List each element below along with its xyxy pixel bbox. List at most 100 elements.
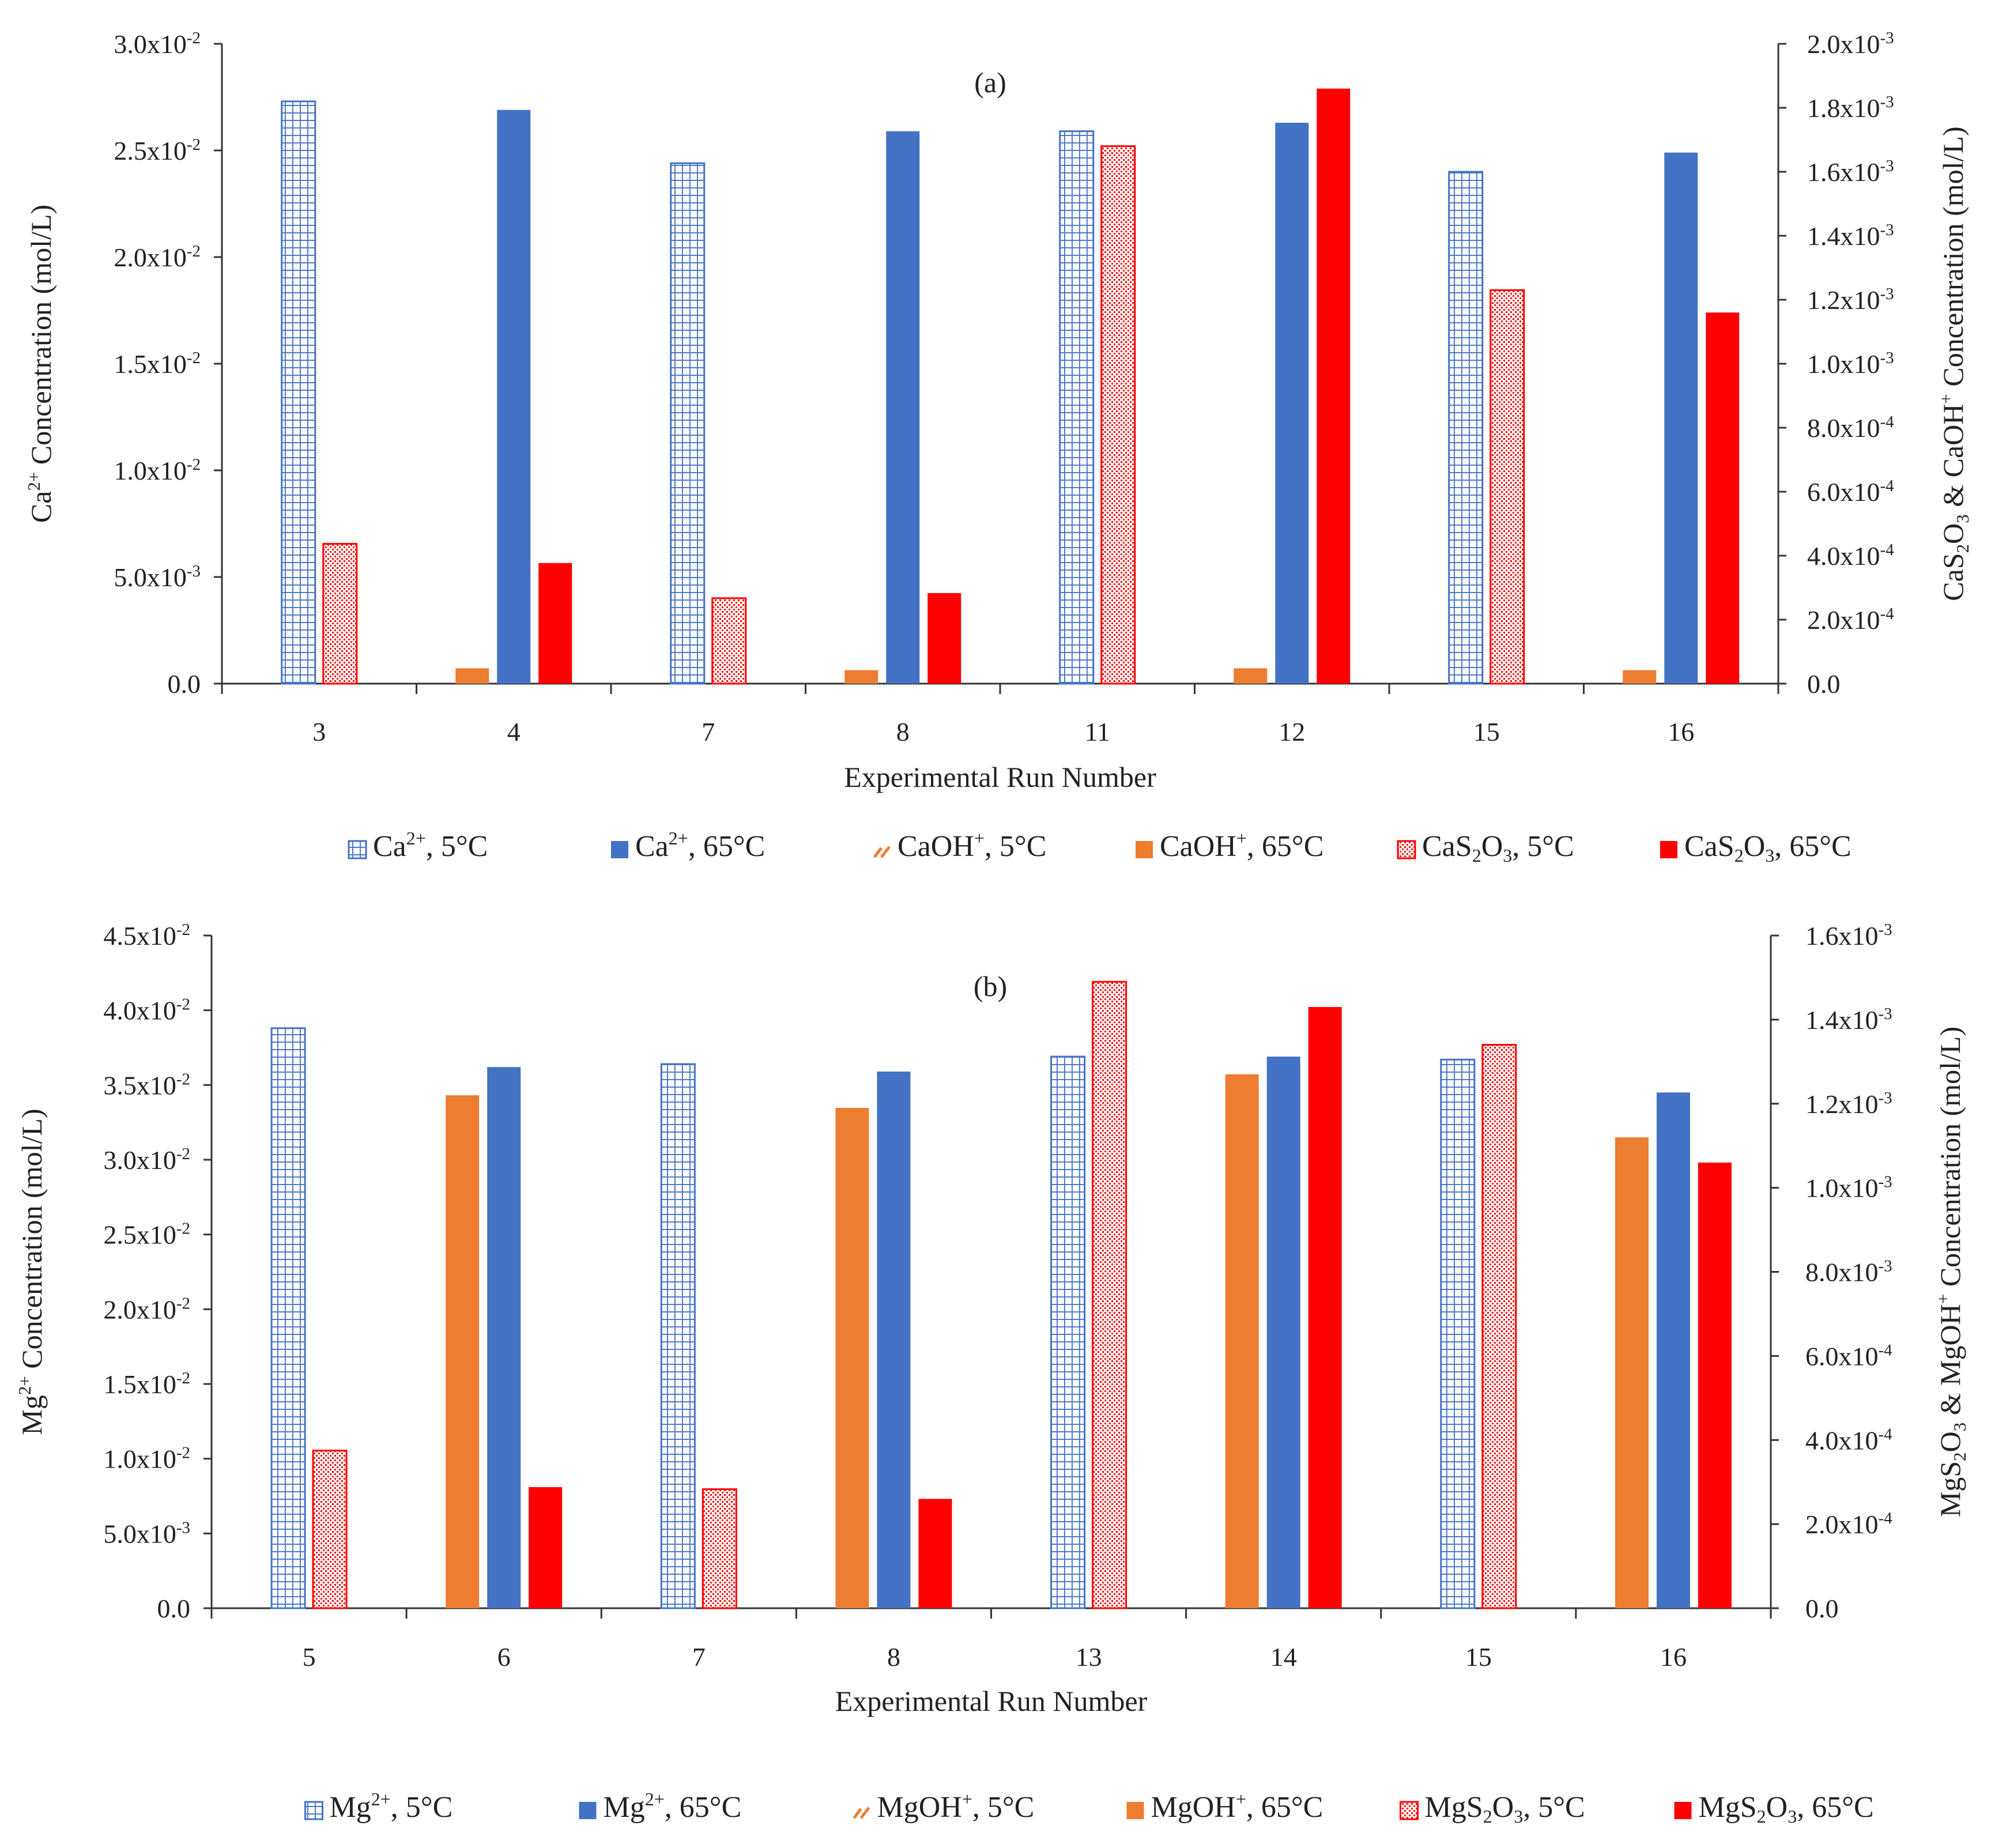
legend-swatch bbox=[1674, 1802, 1692, 1819]
right-tick-label: 8.0x10-4 bbox=[1807, 413, 1894, 443]
legend-swatch bbox=[611, 841, 628, 858]
legend-swatch-hatch bbox=[853, 1806, 870, 1819]
left-tick-label: 2.5x10-2 bbox=[114, 135, 201, 165]
x-tick-label: 3 bbox=[312, 717, 326, 746]
bar bbox=[538, 563, 572, 684]
bar bbox=[1490, 289, 1525, 685]
right-tick-label: 1.6x10-3 bbox=[1807, 157, 1894, 187]
left-tick-label: 1.5x10-2 bbox=[114, 349, 201, 379]
x-axis-title: Experimental Run Number bbox=[835, 1685, 1148, 1717]
legend-swatch bbox=[304, 1801, 323, 1820]
right-tick-label: 1.6x10-3 bbox=[1805, 921, 1892, 951]
bar bbox=[660, 1063, 696, 1609]
bar bbox=[1448, 171, 1484, 685]
legend-swatch bbox=[1136, 841, 1153, 858]
bar bbox=[1050, 1055, 1086, 1609]
x-tick-label: 6 bbox=[497, 1642, 511, 1672]
bar bbox=[844, 670, 878, 684]
bar bbox=[312, 1449, 348, 1609]
x-tick-label: 8 bbox=[896, 717, 910, 746]
x-tick-label: 13 bbox=[1076, 1642, 1102, 1672]
left-tick-label: 0.0 bbox=[157, 1594, 191, 1623]
left-tick-label: 0.0 bbox=[168, 669, 201, 699]
bar bbox=[281, 100, 316, 685]
chart-panel-a: 0.0 5.0x10-3 1.0x10-2 1.5x10-2 2.0x10-2 2.5x1… bbox=[24, 29, 1973, 866]
bar bbox=[1275, 122, 1309, 684]
panel-label: (a) bbox=[974, 66, 1006, 99]
x-tick-label: 8 bbox=[887, 1642, 900, 1672]
bar bbox=[1706, 312, 1740, 684]
legend: Ca2+, 5°C Ca2+, 65°C CaOH+, 5°C CaOH+, 65°C… bbox=[348, 828, 1852, 866]
bar bbox=[1656, 1092, 1690, 1608]
legend-label: CaS2O3, 65°C bbox=[1684, 830, 1852, 866]
bar bbox=[1234, 668, 1268, 684]
legend-label: MgS2O3, 5°C bbox=[1425, 1791, 1585, 1827]
bar bbox=[1225, 1074, 1259, 1608]
right-tick-label: 1.2x10-3 bbox=[1807, 285, 1894, 315]
legend-swatch bbox=[1660, 841, 1677, 858]
legend-label: CaOH+, 65°C bbox=[1160, 828, 1323, 863]
right-tick-label: 1.2x10-3 bbox=[1805, 1089, 1892, 1119]
bar bbox=[1308, 1006, 1342, 1608]
bar bbox=[702, 1488, 737, 1609]
x-tick-label: 11 bbox=[1085, 717, 1110, 746]
bar bbox=[711, 597, 747, 685]
right-tick-label: 2.0x10-3 bbox=[1807, 29, 1894, 59]
bar bbox=[835, 1108, 869, 1608]
bar bbox=[1100, 145, 1136, 685]
bar bbox=[322, 542, 358, 685]
left-tick-label: 3.5x10-2 bbox=[103, 1070, 190, 1100]
legend-swatch bbox=[1126, 1802, 1144, 1819]
bar bbox=[1092, 980, 1128, 1609]
bar bbox=[455, 668, 489, 684]
left-tick-label: 1.0x10-2 bbox=[114, 455, 201, 485]
bar bbox=[1615, 1137, 1649, 1608]
legend-hatch-stroke bbox=[859, 1806, 870, 1819]
x-tick-label: 15 bbox=[1465, 1642, 1492, 1672]
panel-label: (b) bbox=[974, 970, 1007, 1002]
bar bbox=[1440, 1058, 1476, 1609]
bar bbox=[1698, 1162, 1732, 1608]
bar bbox=[529, 1487, 563, 1608]
bar bbox=[927, 593, 961, 684]
legend-label: Ca2+, 65°C bbox=[635, 828, 765, 863]
right-axis-title: MgS2O3 & MgOH+ Concentration (mol/L) bbox=[1933, 1027, 1970, 1517]
left-tick-label: 5.0x10-3 bbox=[103, 1518, 190, 1548]
bar bbox=[1481, 1044, 1517, 1609]
x-tick-label: 7 bbox=[692, 1642, 706, 1672]
left-tick-label: 2.5x10-2 bbox=[103, 1220, 190, 1250]
bar bbox=[1664, 152, 1698, 684]
legend-swatch bbox=[579, 1802, 597, 1819]
left-tick-label: 3.0x10-2 bbox=[103, 1145, 190, 1175]
legend: Mg2+, 5°C Mg2+, 65°C MgOH+, 5°C MgOH+, 65°C… bbox=[304, 1789, 1874, 1827]
left-tick-label: 3.0x10-2 bbox=[114, 29, 201, 59]
bar bbox=[1317, 88, 1351, 684]
left-tick-label: 2.0x10-2 bbox=[114, 242, 201, 272]
chart-panel-b: 0.0 5.0x10-3 1.0x10-2 1.5x10-2 2.0x10-2 2.5x1… bbox=[14, 921, 1970, 1827]
bar bbox=[446, 1095, 480, 1608]
right-tick-label: 1.8x10-3 bbox=[1807, 93, 1894, 123]
bar bbox=[1266, 1057, 1300, 1608]
legend-hatch-stroke bbox=[880, 846, 891, 858]
legend-label: Ca2+, 5°C bbox=[373, 828, 488, 863]
x-tick-label: 16 bbox=[1660, 1642, 1687, 1672]
legend-swatch bbox=[1397, 840, 1416, 859]
bar bbox=[1623, 670, 1657, 684]
right-tick-label: 4.0x10-4 bbox=[1807, 541, 1894, 571]
legend-label: Mg2+, 5°C bbox=[330, 1789, 453, 1824]
right-tick-label: 4.0x10-4 bbox=[1805, 1425, 1892, 1455]
left-axis-title: Mg2+ Concentration (mol/L) bbox=[14, 1108, 48, 1435]
x-tick-label: 7 bbox=[702, 717, 715, 746]
x-tick-label: 16 bbox=[1668, 717, 1694, 746]
x-axis-title: Experimental Run Number bbox=[844, 761, 1156, 793]
legend-label: MgOH+, 5°C bbox=[877, 1789, 1035, 1824]
left-tick-label: 5.0x10-3 bbox=[114, 562, 201, 592]
bar bbox=[1059, 130, 1095, 685]
left-axis-title: Ca2+ Concentration (mol/L) bbox=[24, 205, 57, 523]
right-tick-label: 2.0x10-4 bbox=[1807, 605, 1894, 635]
right-tick-label: 8.0x10-3 bbox=[1805, 1257, 1892, 1287]
left-tick-label: 4.0x10-2 bbox=[103, 995, 190, 1025]
legend-label: CaOH+, 5°C bbox=[898, 828, 1046, 863]
legend-swatch bbox=[1400, 1801, 1419, 1820]
